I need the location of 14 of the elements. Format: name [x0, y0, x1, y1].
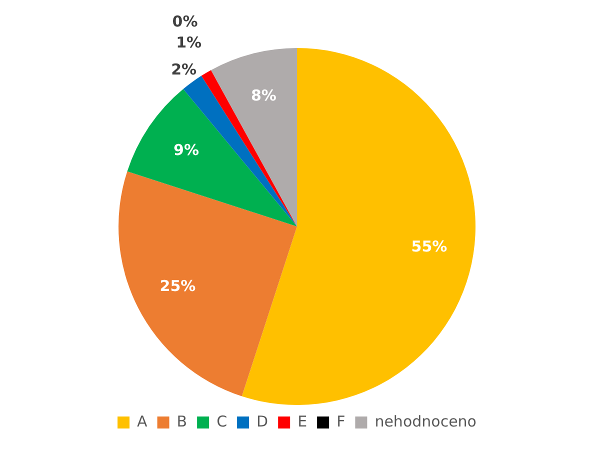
data-label: 25%: [160, 277, 196, 296]
legend-label: F: [336, 412, 346, 430]
data-label: 2%: [171, 60, 197, 79]
legend-label: A: [137, 412, 148, 430]
text: 0%: [172, 12, 198, 31]
legend-label: E: [298, 412, 308, 430]
data-label: 9%: [174, 141, 200, 160]
legend-label: C: [216, 412, 228, 430]
legend-label: B: [176, 412, 188, 430]
legend-label: nehodnoceno: [374, 412, 476, 430]
data-label: 55%: [411, 237, 448, 256]
data-label: 1%: [176, 33, 202, 52]
legend-label: D: [256, 412, 268, 430]
data-label: 8%: [250, 86, 276, 105]
